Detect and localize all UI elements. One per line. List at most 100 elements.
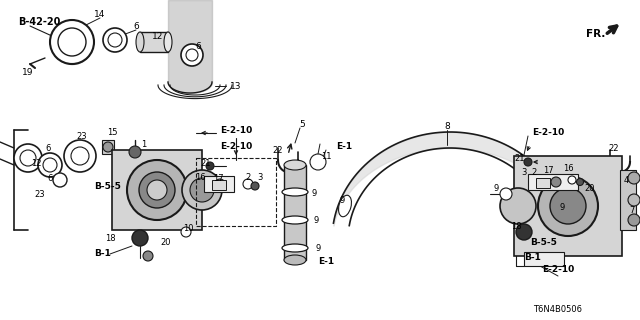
Text: 14: 14 — [94, 10, 106, 19]
Circle shape — [206, 162, 214, 170]
Ellipse shape — [164, 32, 172, 52]
Text: E-2-10: E-2-10 — [532, 127, 564, 137]
Text: 23: 23 — [35, 189, 45, 198]
Text: 8: 8 — [444, 122, 450, 131]
Text: B-5-5: B-5-5 — [94, 181, 121, 190]
Text: 4: 4 — [623, 175, 628, 185]
Circle shape — [132, 230, 148, 246]
Text: 6: 6 — [133, 21, 139, 30]
Text: E-1: E-1 — [318, 258, 334, 267]
Ellipse shape — [282, 244, 308, 252]
Bar — [524, 160, 600, 208]
Text: 18: 18 — [511, 221, 522, 230]
Circle shape — [53, 173, 67, 187]
Bar — [140, 32, 168, 52]
Text: 13: 13 — [230, 82, 241, 91]
Text: 9: 9 — [314, 215, 319, 225]
Circle shape — [628, 194, 640, 206]
Text: 5: 5 — [299, 119, 305, 129]
Text: 12: 12 — [31, 158, 41, 167]
Ellipse shape — [339, 195, 351, 217]
Text: 9: 9 — [559, 203, 564, 212]
Ellipse shape — [284, 160, 306, 170]
Text: 12: 12 — [152, 31, 164, 41]
Circle shape — [58, 28, 86, 56]
Bar — [196, 158, 276, 226]
Circle shape — [538, 176, 598, 236]
Text: 16: 16 — [195, 172, 205, 181]
Circle shape — [64, 140, 96, 172]
Bar — [284, 165, 306, 260]
Bar — [204, 176, 234, 192]
Circle shape — [181, 227, 191, 237]
Circle shape — [14, 144, 42, 172]
Text: 9: 9 — [339, 196, 344, 204]
Circle shape — [43, 158, 57, 172]
Circle shape — [181, 44, 203, 66]
Circle shape — [628, 214, 640, 226]
Text: 16: 16 — [563, 164, 573, 172]
Circle shape — [20, 150, 36, 166]
Circle shape — [143, 251, 153, 261]
Text: B-42-20: B-42-20 — [18, 17, 60, 27]
Text: 6: 6 — [195, 42, 201, 51]
Text: 9: 9 — [316, 244, 321, 252]
Circle shape — [71, 147, 89, 165]
Text: 20: 20 — [585, 183, 595, 193]
Circle shape — [500, 188, 512, 200]
Circle shape — [310, 154, 326, 170]
Circle shape — [108, 33, 122, 47]
Text: 2: 2 — [245, 172, 251, 181]
Circle shape — [628, 172, 640, 184]
Ellipse shape — [282, 216, 308, 224]
Text: FR.: FR. — [586, 29, 605, 39]
Text: E-2-10: E-2-10 — [542, 266, 574, 275]
Text: 7: 7 — [629, 205, 635, 214]
Circle shape — [550, 188, 586, 224]
Ellipse shape — [282, 188, 308, 196]
Circle shape — [50, 20, 94, 64]
Text: 6: 6 — [47, 173, 52, 182]
Text: 10: 10 — [183, 223, 193, 233]
Circle shape — [215, 179, 225, 189]
Ellipse shape — [551, 202, 564, 222]
Text: 18: 18 — [105, 234, 115, 243]
Bar — [528, 174, 578, 190]
Ellipse shape — [284, 255, 306, 265]
Text: 3: 3 — [522, 167, 527, 177]
Text: 22: 22 — [609, 143, 620, 153]
Text: T6N4B0506: T6N4B0506 — [534, 306, 582, 315]
Text: B-1: B-1 — [94, 250, 111, 259]
Circle shape — [500, 188, 536, 224]
Circle shape — [568, 176, 576, 184]
Circle shape — [190, 178, 214, 202]
Text: 17: 17 — [212, 173, 223, 182]
Circle shape — [129, 146, 141, 158]
Circle shape — [524, 158, 532, 166]
Text: 22: 22 — [273, 146, 284, 155]
Text: 21: 21 — [515, 154, 525, 163]
Text: 3: 3 — [257, 172, 262, 181]
Circle shape — [186, 49, 198, 61]
Circle shape — [551, 177, 561, 187]
Circle shape — [577, 179, 584, 186]
Circle shape — [103, 28, 127, 52]
Text: 9: 9 — [312, 188, 317, 197]
Text: E-2-10: E-2-10 — [220, 125, 252, 134]
Text: 2: 2 — [531, 167, 536, 177]
Bar — [514, 156, 622, 256]
Text: 11: 11 — [321, 151, 332, 161]
Text: 15: 15 — [107, 127, 117, 137]
Text: E-1: E-1 — [336, 141, 352, 150]
Text: 6: 6 — [45, 143, 51, 153]
Circle shape — [139, 172, 175, 208]
Polygon shape — [72, 34, 86, 55]
Text: 20: 20 — [161, 237, 172, 246]
Text: E-2-10: E-2-10 — [220, 141, 252, 150]
Circle shape — [182, 170, 222, 210]
Ellipse shape — [136, 32, 144, 52]
Bar — [102, 140, 114, 154]
Circle shape — [516, 224, 532, 240]
Text: 17: 17 — [543, 165, 554, 174]
Bar — [524, 252, 564, 266]
